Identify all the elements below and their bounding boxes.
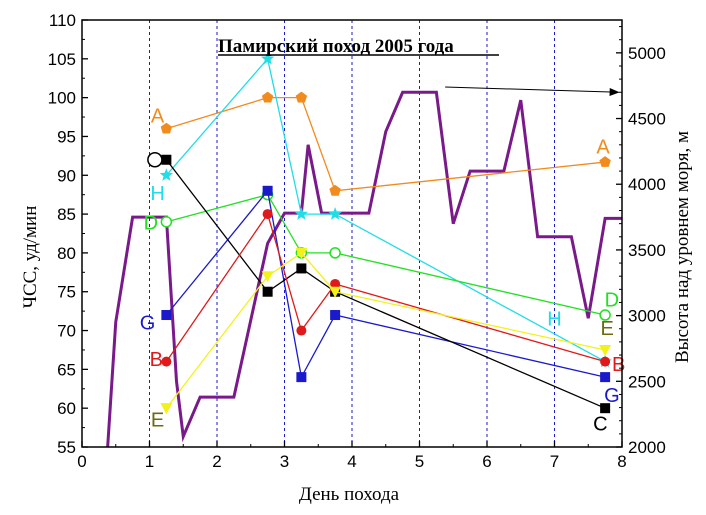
series-g-point [296, 372, 307, 383]
series-label-c: C [593, 414, 607, 436]
series-h-line [165, 57, 606, 363]
y2-tick-label: 2500 [628, 372, 666, 391]
y2-tick-label: 2000 [628, 438, 666, 457]
annotation-arrow [445, 86, 620, 96]
series-d-point [599, 309, 611, 321]
y-tick-label: 70 [57, 322, 76, 341]
series-b-point [296, 325, 307, 336]
y-tick-label: 105 [48, 50, 76, 69]
series-b-point [262, 209, 273, 220]
series-e-line [165, 252, 606, 409]
y-tick-label: 55 [57, 438, 76, 457]
chart-title: Памирский поход 2005 года [218, 36, 454, 57]
series-h-point [159, 168, 173, 181]
series-c-open-marker [147, 151, 163, 168]
grid-lines [149, 20, 555, 447]
x-tick-label: 1 [145, 452, 154, 471]
series-b-point [330, 278, 341, 289]
series-label-b: B [150, 349, 163, 371]
x-tick-label: 6 [482, 452, 491, 471]
series-label-h: H [547, 309, 561, 331]
x-tick-label: 2 [212, 452, 221, 471]
x-tick-label: 7 [550, 452, 559, 471]
series-a-point [261, 91, 274, 103]
series-g-line [165, 189, 606, 380]
series-e-point [261, 271, 274, 283]
y-tick-label: 60 [57, 399, 76, 418]
series-c-point [161, 154, 172, 165]
y2-tick-label: 4500 [628, 110, 666, 129]
series-h-point [328, 207, 342, 220]
x-tick-label: 8 [617, 452, 626, 471]
series-e-point [160, 403, 173, 415]
series-a-point [160, 122, 173, 134]
series-label-b: B [612, 354, 625, 376]
x-tick-label: 5 [415, 452, 424, 471]
altitude-series [106, 86, 622, 448]
series-label-a: A [151, 105, 165, 127]
y2-axis-title: Высота над уровнем моря, м [672, 131, 693, 363]
series-c-point [296, 263, 307, 274]
y-tick-label: 85 [57, 205, 76, 224]
series-g-point [161, 310, 172, 321]
series-d-point [160, 216, 173, 228]
series-a-point [599, 156, 611, 167]
series-b-point [161, 356, 172, 367]
y2-tick-label: 4000 [628, 175, 666, 194]
series-h-point [261, 51, 275, 65]
x-tick-label: 3 [280, 452, 289, 471]
series-label-h: H [150, 183, 164, 205]
y-tick-label: 90 [57, 166, 76, 185]
series-label-g: G [604, 385, 620, 407]
series-label-g: G [140, 313, 156, 335]
series-a-line [166, 96, 606, 192]
series-e-point [329, 286, 342, 298]
series-d-point [329, 247, 341, 259]
y-tick-label: 80 [57, 244, 76, 263]
series-label-d: D [144, 212, 158, 234]
y-tick-label: 95 [57, 127, 76, 146]
y2-tick-label: 3500 [628, 241, 666, 260]
series-g-point [330, 310, 341, 321]
x-tick-label: 4 [347, 452, 356, 471]
series-g-point [600, 372, 611, 383]
series-h-point [294, 207, 308, 220]
series-g-point [262, 185, 273, 196]
y-axis-title: ЧСС, уд/мин [20, 206, 41, 309]
series-c-point [262, 286, 273, 297]
series-e-point [295, 247, 308, 259]
axes: 0 1 2 3 4 5 6 7 8 55 60 65 70 75 80 85 90 95 100 105 110 2000… [48, 11, 666, 471]
y-tick-label: 75 [57, 283, 76, 302]
series-label-d: D [605, 289, 619, 311]
y2-tick-label: 5000 [628, 44, 666, 63]
altitude-line [106, 90, 622, 448]
series-a-point [295, 91, 308, 103]
series-label-a: A [596, 136, 610, 158]
y-tick-label: 65 [57, 360, 76, 379]
series-label-e: E [600, 318, 613, 340]
y-tick-label: 110 [49, 11, 76, 30]
x-tick-label: 0 [77, 452, 86, 471]
y2-tick-label: 3000 [628, 307, 666, 326]
series-e-point [599, 344, 612, 356]
series-c-line [165, 159, 606, 409]
series-c-point [600, 403, 611, 414]
series-label-e: E [151, 410, 164, 432]
y-tick-label: 100 [48, 89, 76, 108]
x-axis-title: День похода [299, 484, 400, 505]
series-a-point [329, 184, 341, 196]
series-d-line [166, 193, 606, 316]
hr-series [147, 51, 612, 415]
series-b-point [600, 356, 611, 367]
